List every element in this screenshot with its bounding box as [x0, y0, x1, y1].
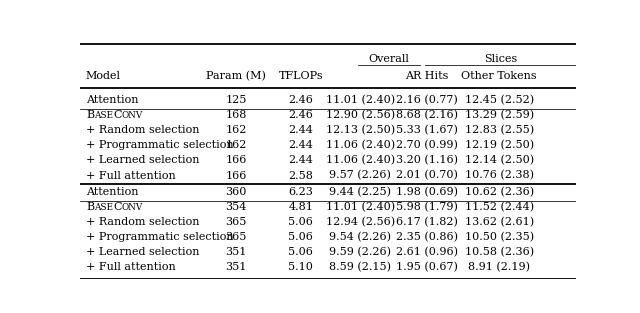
Text: 12.14 (2.50): 12.14 (2.50) — [465, 155, 534, 166]
Text: + Programmatic selection: + Programmatic selection — [86, 232, 234, 242]
Text: TFLOPs: TFLOPs — [278, 71, 323, 81]
Text: + Random selection: + Random selection — [86, 125, 200, 135]
Text: 2.35 (0.86): 2.35 (0.86) — [396, 232, 458, 242]
Text: 12.19 (2.50): 12.19 (2.50) — [465, 140, 534, 151]
Text: B: B — [86, 202, 94, 212]
Text: ASE: ASE — [94, 111, 113, 120]
Text: 166: 166 — [225, 171, 247, 181]
Text: 2.46: 2.46 — [288, 95, 313, 105]
Text: B: B — [86, 110, 94, 120]
Text: 9.54 (2.26): 9.54 (2.26) — [329, 232, 391, 242]
Text: 2.58: 2.58 — [288, 171, 313, 181]
Text: 13.62 (2.61): 13.62 (2.61) — [465, 217, 534, 227]
Text: 12.90 (2.56): 12.90 (2.56) — [326, 110, 395, 121]
Text: Param (M): Param (M) — [206, 71, 266, 81]
Text: Slices: Slices — [484, 54, 517, 64]
Text: 8.59 (2.15): 8.59 (2.15) — [329, 262, 391, 273]
Text: 168: 168 — [225, 110, 247, 120]
Text: + Programmatic selection: + Programmatic selection — [86, 141, 234, 151]
Text: 12.94 (2.56): 12.94 (2.56) — [326, 217, 395, 227]
Text: 2.44: 2.44 — [288, 156, 313, 166]
Text: 11.01 (2.40): 11.01 (2.40) — [326, 202, 395, 212]
Text: 5.10: 5.10 — [288, 262, 313, 272]
Text: 162: 162 — [225, 141, 247, 151]
Text: ONV: ONV — [122, 203, 143, 212]
Text: 11.06 (2.40): 11.06 (2.40) — [326, 140, 395, 151]
Text: 1.98 (0.69): 1.98 (0.69) — [396, 187, 458, 197]
Text: 365: 365 — [225, 217, 247, 227]
Text: C: C — [113, 202, 122, 212]
Text: 2.44: 2.44 — [288, 125, 313, 135]
Text: Other Tokens: Other Tokens — [461, 71, 537, 81]
Text: Overall: Overall — [369, 54, 409, 64]
Text: 2.16 (0.77): 2.16 (0.77) — [396, 95, 458, 105]
Text: 10.76 (2.38): 10.76 (2.38) — [465, 170, 534, 181]
Text: 6.17 (1.82): 6.17 (1.82) — [396, 217, 458, 227]
Text: ASE: ASE — [94, 203, 113, 212]
Text: + Random selection: + Random selection — [86, 217, 200, 227]
Text: 360: 360 — [225, 187, 247, 197]
Text: 162: 162 — [225, 125, 247, 135]
Text: + Learned selection: + Learned selection — [86, 247, 200, 257]
Text: 2.70 (0.99): 2.70 (0.99) — [396, 140, 458, 151]
Text: 9.57 (2.26): 9.57 (2.26) — [330, 170, 391, 181]
Text: 5.98 (1.79): 5.98 (1.79) — [396, 202, 458, 212]
Text: 5.06: 5.06 — [288, 232, 313, 242]
Text: 11.06 (2.40): 11.06 (2.40) — [326, 155, 395, 166]
Text: 10.62 (2.36): 10.62 (2.36) — [465, 187, 534, 197]
Text: 354: 354 — [225, 202, 247, 212]
Text: 4.81: 4.81 — [288, 202, 313, 212]
Text: 3.20 (1.16): 3.20 (1.16) — [396, 155, 458, 166]
Text: 5.06: 5.06 — [288, 247, 313, 257]
Text: 12.13 (2.50): 12.13 (2.50) — [326, 125, 395, 136]
Text: 10.50 (2.35): 10.50 (2.35) — [465, 232, 534, 242]
Text: 6.23: 6.23 — [288, 187, 313, 197]
Text: 9.44 (2.25): 9.44 (2.25) — [329, 187, 391, 197]
Text: C: C — [113, 110, 122, 120]
Text: 365: 365 — [225, 232, 247, 242]
Text: 351: 351 — [225, 262, 247, 272]
Text: 12.83 (2.55): 12.83 (2.55) — [465, 125, 534, 136]
Text: + Learned selection: + Learned selection — [86, 156, 200, 166]
Text: 125: 125 — [225, 95, 247, 105]
Text: 1.95 (0.67): 1.95 (0.67) — [396, 262, 458, 273]
Text: 2.44: 2.44 — [288, 141, 313, 151]
Text: 2.46: 2.46 — [288, 110, 313, 120]
Text: 9.59 (2.26): 9.59 (2.26) — [329, 247, 391, 258]
Text: 2.01 (0.70): 2.01 (0.70) — [396, 170, 458, 181]
Text: 2.61 (0.96): 2.61 (0.96) — [396, 247, 458, 258]
Text: 13.29 (2.59): 13.29 (2.59) — [465, 110, 534, 121]
Text: 11.01 (2.40): 11.01 (2.40) — [326, 95, 395, 105]
Text: AR Hits: AR Hits — [406, 71, 449, 81]
Text: ONV: ONV — [122, 111, 143, 120]
Text: 5.33 (1.67): 5.33 (1.67) — [396, 125, 458, 136]
Text: 11.52 (2.44): 11.52 (2.44) — [465, 202, 534, 212]
Text: 5.06: 5.06 — [288, 217, 313, 227]
Text: + Full attention: + Full attention — [86, 262, 176, 272]
Text: Attention: Attention — [86, 187, 138, 197]
Text: 351: 351 — [225, 247, 247, 257]
Text: Model: Model — [86, 71, 121, 81]
Text: Attention: Attention — [86, 95, 138, 105]
Text: 10.58 (2.36): 10.58 (2.36) — [465, 247, 534, 258]
Text: 12.45 (2.52): 12.45 (2.52) — [465, 95, 534, 105]
Text: 8.91 (2.19): 8.91 (2.19) — [468, 262, 530, 273]
Text: + Full attention: + Full attention — [86, 171, 176, 181]
Text: 8.68 (2.16): 8.68 (2.16) — [396, 110, 458, 121]
Text: 166: 166 — [225, 156, 247, 166]
